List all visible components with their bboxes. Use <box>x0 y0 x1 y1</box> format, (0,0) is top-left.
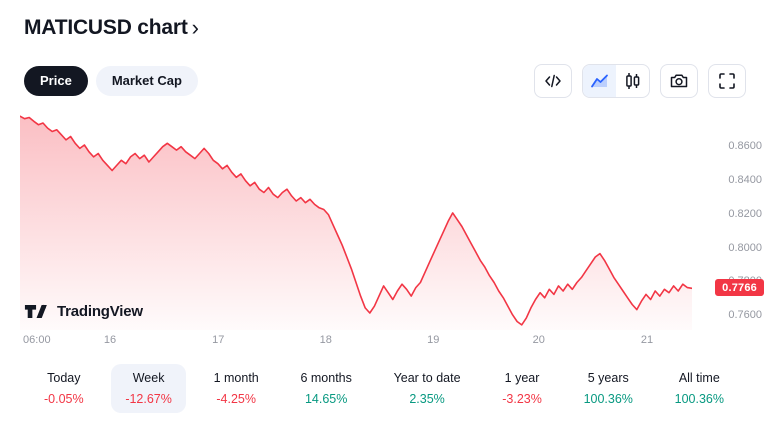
area-chart-button[interactable] <box>583 65 616 97</box>
periods-bar: Today -0.05% Week -12.67% 1 month -4.25% 6 mon… <box>0 364 768 413</box>
period-value: -4.25% <box>216 392 256 406</box>
tradingview-logo-icon <box>24 304 47 318</box>
period-today[interactable]: Today -0.05% <box>30 364 98 413</box>
y-axis-label: 0.7600 <box>728 309 762 322</box>
code-icon <box>545 74 561 88</box>
x-axis-label: 06:00 <box>23 334 51 346</box>
price-tab[interactable]: Price <box>24 66 88 96</box>
screenshot-button[interactable] <box>660 64 698 98</box>
period-week[interactable]: Week -12.67% <box>111 364 186 413</box>
chevron-right-icon: › <box>191 15 199 40</box>
period-value: -0.05% <box>44 392 84 406</box>
page-title: MATICUSD chart <box>24 16 188 39</box>
x-axis-label: 20 <box>532 334 545 346</box>
candlestick-icon <box>625 73 639 89</box>
x-axis-label: 18 <box>319 334 332 346</box>
y-axis-label: 0.8400 <box>728 173 762 186</box>
x-axis-label: 17 <box>212 334 225 346</box>
y-axis-label: 0.8600 <box>728 139 762 152</box>
period-6-months[interactable]: 6 months 14.65% <box>286 364 365 413</box>
period-label: Today <box>47 371 81 385</box>
embed-code-button[interactable] <box>534 64 572 98</box>
camera-icon <box>670 74 688 88</box>
period-label: 6 months <box>300 371 352 385</box>
last-price-badge: 0.7766 <box>715 279 764 297</box>
period-value: -3.23% <box>502 392 542 406</box>
period-value: 100.36% <box>583 392 633 406</box>
period-label: All time <box>678 371 720 385</box>
period-value: -12.67% <box>125 392 172 406</box>
x-axis: 06:00 16 17 18 19 20 21 <box>20 334 692 350</box>
y-axis-label: 0.8000 <box>728 241 762 254</box>
period-label: 1 year <box>504 371 540 385</box>
x-axis-label: 16 <box>103 334 117 346</box>
period-value: 2.35% <box>409 392 445 406</box>
period-value: 100.36% <box>674 392 724 406</box>
x-axis-label: 21 <box>640 334 654 346</box>
price-line <box>20 115 692 326</box>
tradingview-attribution[interactable]: TradingView <box>24 303 143 320</box>
period-all-time[interactable]: All time 100.36% <box>661 364 738 413</box>
period-1-month[interactable]: 1 month -4.25% <box>200 364 273 413</box>
period-5-years[interactable]: 5 years 100.36% <box>570 364 647 413</box>
period-label: 1 month <box>213 371 259 385</box>
chart-toolbar <box>534 64 746 98</box>
chart-type-switcher <box>582 64 650 98</box>
fullscreen-button[interactable] <box>708 64 746 98</box>
chart-title-link[interactable]: MATICUSD chart › <box>24 16 199 40</box>
candlestick-chart-button[interactable] <box>616 65 649 97</box>
price-chart-svg <box>20 115 692 330</box>
period-label: 5 years <box>587 371 629 385</box>
area-fill <box>20 116 692 330</box>
fullscreen-icon <box>719 73 735 89</box>
period-1-year[interactable]: 1 year -3.23% <box>488 364 556 413</box>
period-label: Year to date <box>393 371 461 385</box>
period-label: Week <box>132 371 165 385</box>
price-marketcap-toggle: Price Market Cap <box>24 66 198 96</box>
x-axis-label: 19 <box>427 334 440 346</box>
tradingview-logo-text: TradingView <box>57 303 143 320</box>
market-cap-tab[interactable]: Market Cap <box>95 66 198 96</box>
period-value: 14.65% <box>304 392 348 406</box>
area-chart-icon <box>590 74 608 88</box>
period-year-to-date[interactable]: Year to date 2.35% <box>380 364 475 413</box>
y-axis-label: 0.8200 <box>728 207 762 220</box>
